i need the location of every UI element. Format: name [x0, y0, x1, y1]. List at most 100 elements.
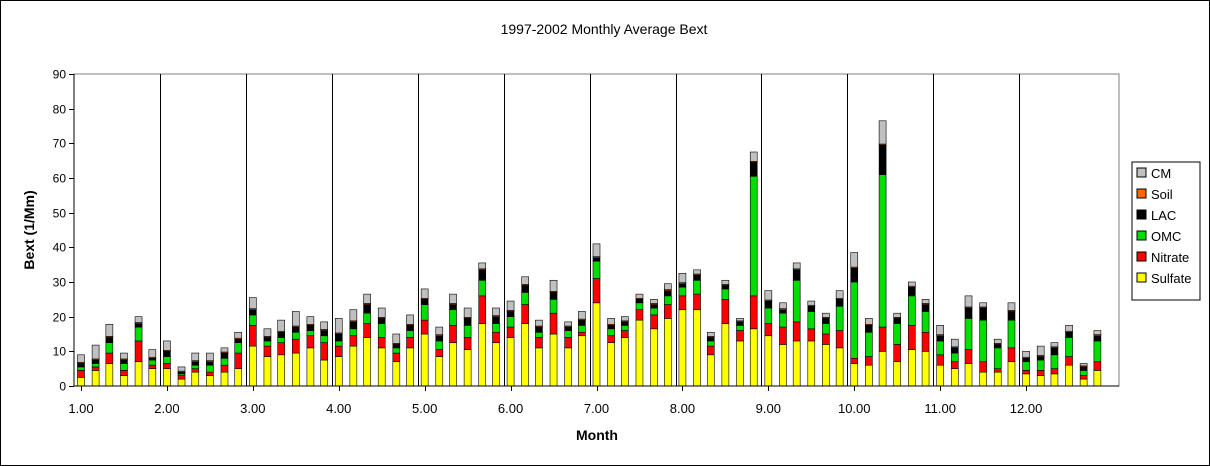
bar-segment-cm — [850, 252, 859, 268]
bar-segment-sulfate — [449, 342, 457, 387]
bar-segment-sulfate — [177, 378, 186, 387]
bar-segment-nitrate — [764, 323, 773, 337]
bar-segment-lac — [1050, 347, 1059, 356]
bar-segment-nitrate — [163, 363, 171, 369]
bar-segment-cm — [564, 321, 572, 327]
bar-segment-nitrate — [850, 357, 859, 364]
bar-segment-omc — [792, 279, 801, 323]
bar-segment-sulfate — [277, 354, 285, 387]
bar-segment-sulfate — [234, 368, 243, 387]
bar-segment-omc — [506, 316, 515, 328]
bar-segment-cm — [650, 299, 658, 304]
bar-segment-nitrate — [1050, 368, 1059, 375]
bar-segment-cm — [320, 321, 328, 330]
bar-segment-sulfate — [564, 347, 572, 387]
bar-segment-lac — [277, 331, 285, 338]
bar-segment-omc — [163, 356, 171, 364]
bar-segment-sulfate — [921, 351, 930, 387]
bar-segment-lac — [334, 333, 343, 342]
bar-segment-sulfate — [492, 342, 500, 387]
bar-segment-omc — [249, 314, 257, 326]
bar-segment-cm — [936, 325, 944, 335]
x-tick-label: 6.00 — [498, 401, 523, 416]
bar-segment-nitrate — [1007, 347, 1016, 363]
legend-swatch-nitrate — [1136, 251, 1147, 262]
legend: CM Soil LAC OMC Nitrate Sulfate — [1131, 161, 1201, 301]
bar-segment-omc — [105, 342, 114, 354]
bar-segment-cm — [950, 338, 959, 348]
bar-segment-lac — [1079, 366, 1088, 371]
bar-segment-sulfate — [206, 375, 214, 387]
bar-segment-sulfate — [1036, 375, 1045, 387]
bar-segment-sulfate — [134, 361, 143, 387]
bar-segment-lac — [822, 318, 830, 324]
bar-segment-cm — [1022, 351, 1030, 358]
bar-segment-lac — [521, 285, 529, 293]
bar-segment-cm — [506, 300, 515, 311]
legend-swatch-lac — [1136, 209, 1147, 220]
bar-segment-nitrate — [592, 278, 601, 304]
bar-segment-omc — [277, 337, 285, 343]
bar-segment-lac — [120, 359, 128, 364]
bar-segment-sulfate — [749, 328, 758, 387]
bar-segment-omc — [850, 281, 859, 359]
bar-segment-omc — [736, 325, 744, 331]
bar-segment-lac — [492, 316, 500, 324]
bar-segment-sulfate — [792, 340, 801, 387]
bar-segment-lac — [1065, 331, 1073, 338]
bar-segment-sulfate — [549, 333, 558, 387]
bar-segment-lac — [721, 285, 730, 290]
bar-segment-nitrate — [134, 340, 143, 363]
bar-segment-cm — [291, 311, 300, 327]
bar-segment-nitrate — [878, 326, 887, 352]
bar-segment-omc — [678, 286, 687, 297]
bar-segment-nitrate — [936, 354, 944, 366]
bar-segment-sulfate — [979, 371, 987, 387]
bar-segment-lac — [850, 267, 859, 283]
bar-segment-nitrate — [650, 314, 658, 330]
bar-segment-nitrate — [334, 345, 343, 357]
bar-segment-cm — [792, 262, 801, 270]
bar-segment-nitrate — [120, 370, 128, 376]
bar-segment-lac — [163, 351, 171, 357]
bar-segment-cm — [521, 276, 529, 285]
bar-segment-omc — [449, 309, 457, 326]
bar-segment-cm — [908, 281, 916, 287]
bar-segment-lac — [320, 330, 328, 337]
bar-segment-omc — [835, 305, 844, 331]
bar-segment-cm — [349, 309, 358, 322]
bar-segment-omc — [392, 347, 401, 354]
bar-segment-nitrate — [506, 326, 515, 338]
bar-segment-omc — [435, 340, 444, 350]
bar-segment-lac — [1022, 357, 1030, 363]
x-tick-label: 7.00 — [584, 401, 609, 416]
bar-segment-cm — [693, 269, 701, 275]
bar-segment-cm — [449, 293, 457, 304]
bar-segment-nitrate — [478, 295, 487, 324]
bar-segment-cm — [993, 338, 1002, 344]
bar-segment-nitrate — [105, 352, 114, 364]
bar-segment-omc — [206, 364, 214, 373]
bar-segment-nitrate — [91, 366, 100, 371]
x-tick-label: 10.00 — [838, 401, 871, 416]
bar-segment-nitrate — [950, 361, 959, 369]
bar-segment-omc — [1065, 337, 1073, 357]
bar-segment-omc — [1007, 319, 1016, 349]
bar-segment-omc — [650, 307, 658, 316]
bar-segment-cm — [91, 344, 100, 360]
y-tick-label: 50 — [53, 207, 67, 221]
bar-segment-sulfate — [706, 354, 715, 387]
bar-segment-sulfate — [635, 319, 644, 387]
bar-segment-nitrate — [1079, 375, 1088, 380]
bar-segment-lac — [535, 326, 543, 333]
bar-segment-cm — [607, 318, 615, 325]
bar-segment-lac — [306, 325, 315, 331]
bar-segment-omc — [921, 311, 930, 333]
bar-segment-lac — [893, 318, 902, 324]
bar-segment-omc — [120, 363, 128, 371]
x-tick-label: 2.00 — [154, 401, 179, 416]
bar-segment-sulfate — [721, 323, 730, 387]
bar-segment-omc — [134, 326, 143, 342]
bar-segment-nitrate — [564, 337, 572, 349]
bar-segment-omc — [320, 335, 328, 343]
